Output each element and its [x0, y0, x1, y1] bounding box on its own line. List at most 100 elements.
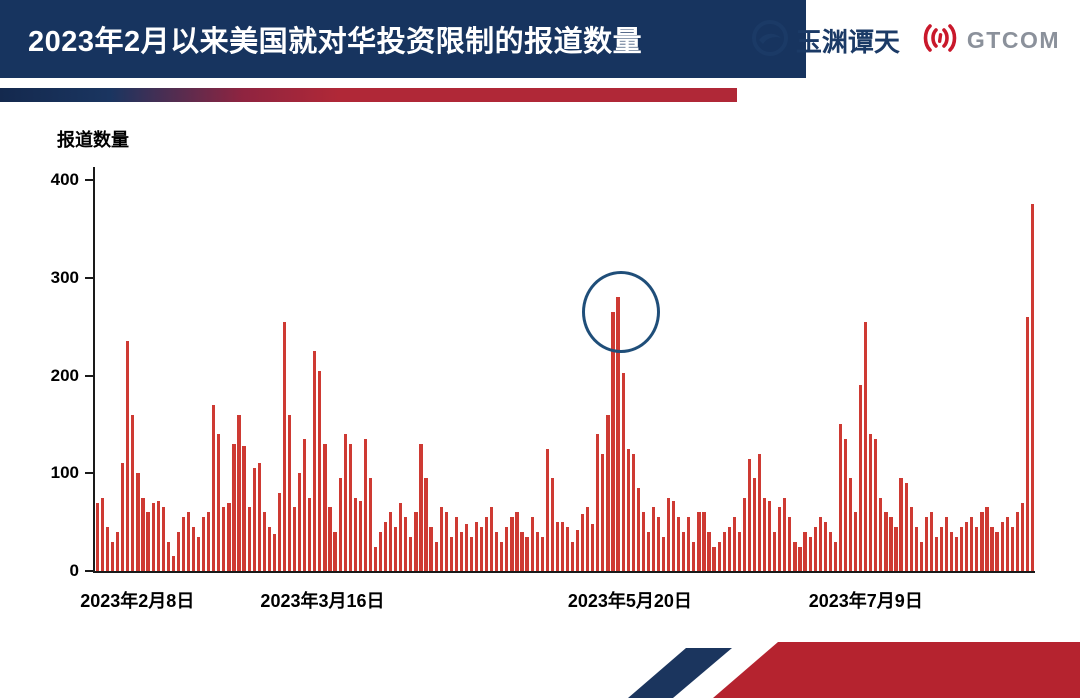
- bar: [853, 512, 858, 571]
- bar: [712, 546, 716, 571]
- header: 2023年2月以来美国就对华投资限制的报道数量: [0, 0, 806, 78]
- bar: [237, 414, 241, 571]
- footer-ribbon-red: [713, 642, 1080, 698]
- bar: [1015, 512, 1019, 571]
- bar: [131, 414, 135, 571]
- bar: [737, 531, 741, 571]
- bar: [293, 507, 297, 571]
- bar: [616, 297, 620, 571]
- bar: [565, 527, 570, 571]
- bar: [980, 512, 984, 571]
- bar: [545, 448, 549, 571]
- bar: [525, 536, 529, 571]
- bar: [707, 531, 711, 571]
- bar: [646, 531, 650, 571]
- bar: [606, 414, 610, 571]
- bar: [1005, 517, 1009, 571]
- bar: [813, 527, 817, 571]
- bar: [530, 517, 534, 571]
- x-tick-label: 2023年5月20日: [567, 591, 692, 611]
- bar: [181, 517, 186, 571]
- bar: [636, 487, 640, 571]
- bar: [985, 507, 989, 571]
- y-tick-mark: [85, 570, 93, 572]
- bar: [864, 321, 868, 571]
- y-tick-mark: [85, 276, 93, 279]
- bar: [540, 536, 544, 571]
- bar: [591, 524, 595, 571]
- bar: [970, 517, 974, 571]
- bar: [232, 443, 236, 571]
- bar: [535, 531, 539, 571]
- bar: [975, 527, 979, 571]
- gtcom-brand: GTCOM: [920, 21, 1060, 60]
- bar: [661, 536, 666, 571]
- bar: [763, 497, 767, 571]
- bar: [146, 512, 150, 571]
- bar: [308, 497, 312, 571]
- x-axis-line: [93, 571, 1035, 573]
- bar: [186, 512, 191, 571]
- bar: [732, 517, 736, 571]
- y-axis-line: [93, 167, 95, 573]
- bar: [939, 527, 944, 571]
- bar: [338, 478, 342, 571]
- y-tick-label: 400: [50, 170, 79, 189]
- bar: [424, 478, 428, 571]
- y-tick-label: 300: [50, 267, 79, 287]
- bar: [510, 517, 514, 571]
- bar: [788, 517, 792, 571]
- bar: [697, 512, 701, 571]
- bar: [247, 507, 251, 571]
- bar: [95, 502, 100, 571]
- bar: [550, 478, 554, 571]
- bar: [596, 434, 600, 571]
- bar: [495, 531, 499, 571]
- bar: [667, 497, 671, 571]
- bar: [414, 512, 418, 571]
- yuyuan-tantian-icon: [751, 19, 789, 62]
- bar: [156, 500, 160, 571]
- bar: [727, 527, 731, 571]
- bar: [166, 541, 170, 571]
- bar: [121, 463, 125, 571]
- bar: [586, 506, 590, 571]
- bar: [808, 536, 812, 571]
- bar: [768, 500, 772, 571]
- bar: [394, 527, 398, 571]
- bar: [960, 527, 964, 571]
- bar: [272, 533, 276, 571]
- bar: [828, 531, 832, 571]
- bar: [899, 478, 903, 571]
- bar: [106, 527, 110, 571]
- bar: [929, 512, 933, 571]
- bar: [490, 507, 494, 571]
- y-tick-label: 200: [50, 365, 79, 385]
- bar: [474, 522, 479, 571]
- bar: [742, 497, 746, 571]
- bar: [262, 512, 266, 571]
- y-tick-label: 100: [50, 463, 79, 483]
- bar: [161, 507, 165, 571]
- bar: [955, 536, 959, 571]
- bar: [434, 541, 438, 571]
- yuyuan-tantian-brand: 玉渊谭天: [751, 19, 900, 62]
- bar: [798, 546, 802, 571]
- bar: [833, 541, 837, 571]
- bar: [995, 531, 999, 571]
- bar: [126, 341, 130, 571]
- bar: [242, 445, 246, 571]
- bar: [176, 531, 180, 571]
- bar: [252, 468, 256, 571]
- bar: [464, 524, 469, 571]
- y-tick-mark: [85, 374, 93, 377]
- bar: [621, 372, 625, 571]
- x-tick-label: 2023年3月16日: [260, 591, 385, 611]
- bar: [889, 517, 893, 571]
- bar: [373, 546, 378, 571]
- bar: [520, 531, 524, 571]
- bar: [803, 531, 807, 571]
- bar: [404, 517, 408, 571]
- bar: [111, 541, 115, 571]
